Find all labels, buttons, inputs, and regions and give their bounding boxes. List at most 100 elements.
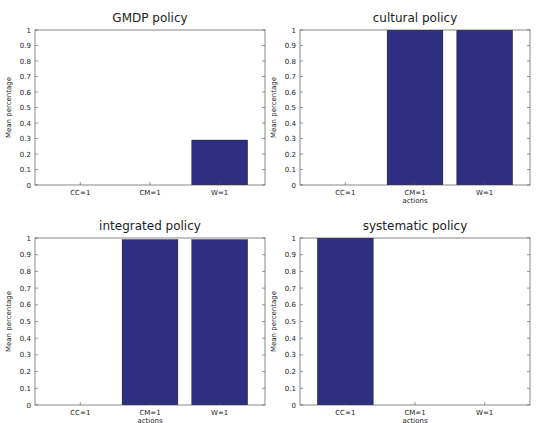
y-tick-label: 0.9	[285, 251, 296, 259]
y-tick	[527, 123, 530, 124]
y-tick	[300, 30, 303, 31]
x-tick-label: CM=1	[139, 409, 160, 417]
y-tick-label: 0.3	[20, 351, 31, 359]
y-tick-label: 0.8	[285, 58, 296, 66]
y-tick-label: 0.8	[20, 268, 31, 276]
x-tick	[150, 182, 151, 185]
y-tick-label: 0.2	[20, 368, 31, 376]
y-tick	[300, 138, 303, 139]
y-tick-label: 0.1	[20, 166, 31, 174]
y-tick-label: 0.9	[20, 42, 31, 50]
bar	[457, 30, 513, 185]
y-tick	[35, 30, 38, 31]
y-tick-label: 0.6	[285, 89, 297, 97]
y-tick	[300, 271, 303, 272]
y-tick	[35, 107, 38, 108]
y-tick	[300, 321, 303, 322]
y-tick	[35, 304, 38, 305]
bar	[192, 240, 248, 405]
y-tick	[527, 76, 530, 77]
subplot: systematic policy00.10.20.30.40.50.60.70…	[270, 219, 530, 423]
y-tick	[527, 354, 530, 355]
y-tick-label: 1	[292, 27, 296, 35]
title: integrated policy	[99, 219, 201, 233]
title: GMDP policy	[112, 11, 187, 25]
y-tick-label: 0.5	[20, 104, 31, 112]
y-tick-label: 0.2	[20, 151, 31, 159]
y-tick-label: 0.1	[285, 385, 296, 393]
y-tick	[300, 254, 303, 255]
y-tick	[300, 288, 303, 289]
y-tick	[262, 338, 265, 339]
subplot: integrated policy00.10.20.30.40.50.60.70…	[5, 219, 265, 423]
y-tick-label: 0.4	[20, 335, 32, 343]
y-tick-label: 0.9	[20, 251, 31, 259]
title: systematic policy	[363, 219, 468, 233]
y-tick	[35, 76, 38, 77]
y-tick	[262, 238, 265, 239]
y-tick	[262, 154, 265, 155]
x-tick	[345, 402, 346, 405]
bar	[387, 30, 443, 185]
y-tick	[527, 45, 530, 46]
y-tick-label: 0	[27, 402, 31, 410]
y-axis-label: Mean percentage	[270, 77, 278, 138]
y-tick	[262, 169, 265, 170]
y-tick	[262, 185, 265, 186]
y-tick-label: 0.7	[20, 73, 31, 81]
x-axis-label: actions	[402, 197, 428, 205]
y-tick-label: 0.5	[20, 318, 31, 326]
y-tick-label: 0.3	[20, 135, 31, 143]
y-tick-label: 0.5	[285, 104, 296, 112]
y-tick	[527, 338, 530, 339]
bars	[317, 238, 373, 405]
y-tick-label: 1	[27, 235, 31, 243]
x-tick	[80, 402, 81, 405]
plot-area	[35, 238, 265, 405]
x-tick-label: CM=1	[139, 189, 160, 197]
x-tick	[345, 182, 346, 185]
y-tick	[527, 30, 530, 31]
y-tick-label: 0.7	[285, 285, 296, 293]
y-tick	[262, 271, 265, 272]
y-tick-label: 0.1	[20, 385, 31, 393]
x-tick-label: CM=1	[404, 189, 425, 197]
y-tick	[262, 107, 265, 108]
y-tick-label: 0.4	[285, 335, 297, 343]
y-tick	[300, 92, 303, 93]
x-tick-label: CC=1	[70, 189, 90, 197]
x-axis-label: actions	[402, 417, 428, 423]
subplot: cultural policy00.10.20.30.40.50.60.70.8…	[270, 11, 530, 205]
y-tick	[262, 288, 265, 289]
y-tick	[262, 92, 265, 93]
y-tick	[527, 154, 530, 155]
y-tick-label: 0	[27, 182, 31, 190]
y-tick	[262, 304, 265, 305]
y-tick	[35, 388, 38, 389]
y-tick	[527, 405, 530, 406]
y-tick	[262, 76, 265, 77]
x-tick	[484, 182, 485, 185]
frame	[300, 238, 530, 405]
plot-area	[300, 30, 530, 185]
frame	[35, 238, 265, 405]
y-tick-label: 0	[292, 182, 296, 190]
y-tick	[35, 154, 38, 155]
y-tick	[35, 238, 38, 239]
x-tick	[80, 182, 81, 185]
x-tick-label: CC=1	[335, 409, 355, 417]
x-tick	[219, 402, 220, 405]
y-tick	[527, 321, 530, 322]
x-tick-label: CC=1	[335, 189, 355, 197]
y-tick	[300, 107, 303, 108]
y-tick	[35, 338, 38, 339]
x-tick	[150, 402, 151, 405]
y-tick	[527, 169, 530, 170]
y-tick	[300, 61, 303, 62]
y-tick	[35, 61, 38, 62]
y-tick-label: 0.7	[285, 73, 296, 81]
y-tick-label: 0.8	[285, 268, 296, 276]
y-tick	[35, 254, 38, 255]
y-tick-label: 0.6	[20, 301, 32, 309]
y-tick	[300, 154, 303, 155]
